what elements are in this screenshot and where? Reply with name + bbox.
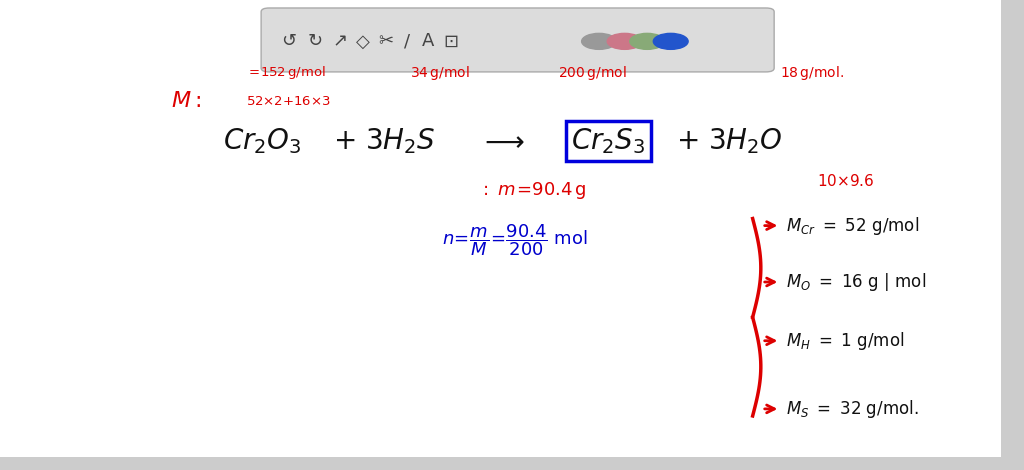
Text: $18\,\mathrm{g/mol.}$: $18\,\mathrm{g/mol.}$ (780, 64, 845, 82)
Text: $34\,\mathrm{g/mol}$: $34\,\mathrm{g/mol}$ (410, 64, 470, 82)
Text: $M_O\ =\ 16\ \mathrm{g}\ |\ \mathrm{mol}$: $M_O\ =\ 16\ \mathrm{g}\ |\ \mathrm{mol}… (786, 271, 927, 293)
Text: $n\!=\!\dfrac{m}{M}\!=\!\dfrac{90.4}{200}\ \mathrm{mol}$: $n\!=\!\dfrac{m}{M}\!=\!\dfrac{90.4}{200… (442, 222, 588, 258)
Text: /: / (404, 32, 411, 50)
Text: $+\ 3H_2O$: $+\ 3H_2O$ (676, 126, 782, 156)
Text: $\longrightarrow$: $\longrightarrow$ (479, 127, 525, 155)
Text: ↗: ↗ (333, 32, 347, 50)
Text: ◇: ◇ (355, 32, 370, 50)
FancyBboxPatch shape (261, 8, 774, 72)
Text: $M_{Cr}\ =\ 52\ \mathrm{g/mol}$: $M_{Cr}\ =\ 52\ \mathrm{g/mol}$ (786, 215, 920, 236)
Text: ⊡: ⊡ (443, 32, 458, 50)
Text: ✂: ✂ (379, 32, 393, 50)
Text: $M:$: $M:$ (171, 91, 202, 111)
Text: $:\ m\!=\!90.4\,\mathrm{g}$: $:\ m\!=\!90.4\,\mathrm{g}$ (479, 180, 587, 201)
FancyBboxPatch shape (0, 457, 1024, 470)
Circle shape (582, 33, 616, 49)
Text: $200\,\mathrm{g/mol}$: $200\,\mathrm{g/mol}$ (558, 64, 627, 82)
Text: $+\ 3H_2S$: $+\ 3H_2S$ (333, 126, 435, 156)
Text: $M_S\ =\ 32\ \mathrm{g/mol.}$: $M_S\ =\ 32\ \mathrm{g/mol.}$ (786, 398, 920, 420)
Text: $Cr_2S_3$: $Cr_2S_3$ (571, 126, 646, 156)
Circle shape (630, 33, 665, 49)
Text: $=\!152\,\mathrm{g/mol}$: $=\!152\,\mathrm{g/mol}$ (246, 64, 326, 81)
Text: A: A (422, 32, 434, 50)
Text: $10{\times}9.6$: $10{\times}9.6$ (817, 173, 874, 189)
Circle shape (653, 33, 688, 49)
Text: $52{\times}2{+}16{\times}3$: $52{\times}2{+}16{\times}3$ (246, 94, 331, 108)
Text: $M_H\ =\ 1\ \mathrm{g/mol}$: $M_H\ =\ 1\ \mathrm{g/mol}$ (786, 330, 905, 352)
Text: ↺: ↺ (282, 32, 296, 50)
Circle shape (607, 33, 642, 49)
FancyBboxPatch shape (1001, 0, 1024, 470)
Text: $Cr_2O_3$: $Cr_2O_3$ (223, 126, 302, 156)
Text: ↻: ↻ (308, 32, 323, 50)
